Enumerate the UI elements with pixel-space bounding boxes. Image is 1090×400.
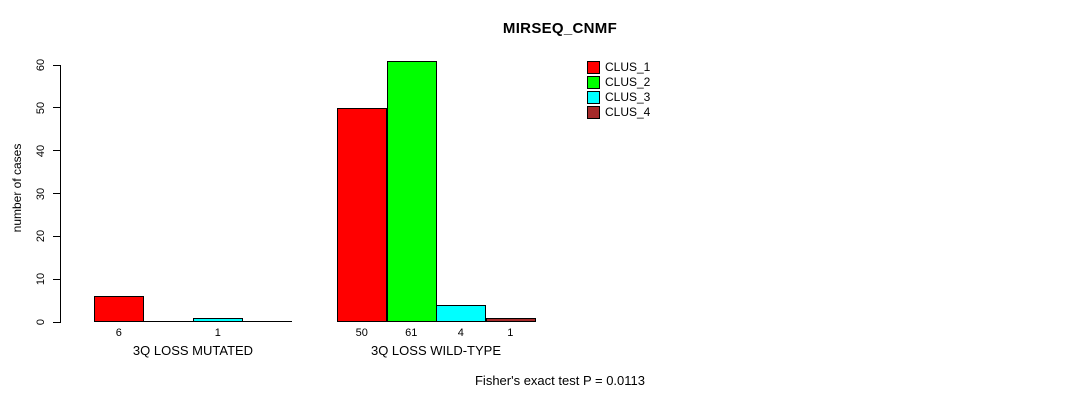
y-tick-label: 40: [35, 144, 47, 157]
y-tick: [53, 278, 60, 280]
y-tick: [53, 235, 60, 237]
bar-value-label: 1: [507, 327, 514, 339]
bar-value-label: 6: [115, 327, 122, 339]
y-tick: [53, 64, 60, 66]
legend-swatch-clus_3: [587, 91, 600, 104]
y-tick-label: 0: [35, 318, 47, 326]
stat-annotation: Fisher's exact test P = 0.0113: [474, 373, 645, 388]
legend-swatch-clus_4: [587, 106, 600, 119]
legend-row: CLUS_1: [587, 60, 650, 75]
bar-value-label: 61: [405, 327, 418, 339]
legend-row: CLUS_4: [587, 105, 650, 120]
legend-series-label: CLUS_3: [605, 90, 651, 104]
bar-clus_2-group2: [387, 61, 437, 322]
legend-swatch-clus_2: [587, 76, 600, 89]
y-tick: [53, 321, 60, 323]
bar-value-label: 1: [214, 327, 221, 339]
bar-clus_1-group2: [337, 108, 387, 322]
y-tick: [53, 193, 60, 194]
bar-clus_3-group2: [436, 305, 486, 322]
bar-value-label: 4: [457, 327, 464, 339]
legend-series-label: CLUS_1: [605, 60, 651, 74]
legend-series-label: CLUS_2: [605, 75, 651, 89]
bar-clus_3-group1: [193, 318, 243, 322]
y-tick-label: 50: [35, 101, 47, 114]
bar-clus_4-group2: [486, 318, 536, 322]
legend-row: CLUS_2: [587, 75, 650, 90]
y-tick-label: 10: [35, 273, 47, 286]
legend-series-label: CLUS_4: [605, 105, 651, 119]
chart-title: MIRSEQ_CNMF: [502, 20, 618, 37]
y-tick-label: 20: [35, 230, 47, 243]
legend-swatch-clus_1: [587, 61, 600, 74]
y-tick-label: 60: [35, 58, 47, 72]
bar-value-label: 50: [355, 327, 368, 339]
category-label: 3Q LOSS MUTATED: [132, 343, 254, 358]
y-tick-label: 30: [35, 187, 47, 200]
category-label: 3Q LOSS WILD-TYPE: [370, 343, 502, 358]
legend: CLUS_1 CLUS_2 CLUS_3 CLUS_4: [587, 60, 650, 120]
y-tick: [53, 107, 60, 109]
bar-clus_1-group1: [94, 296, 144, 322]
legend-row: CLUS_3: [587, 90, 650, 105]
y-axis-line: [60, 65, 61, 323]
y-tick: [53, 150, 60, 152]
